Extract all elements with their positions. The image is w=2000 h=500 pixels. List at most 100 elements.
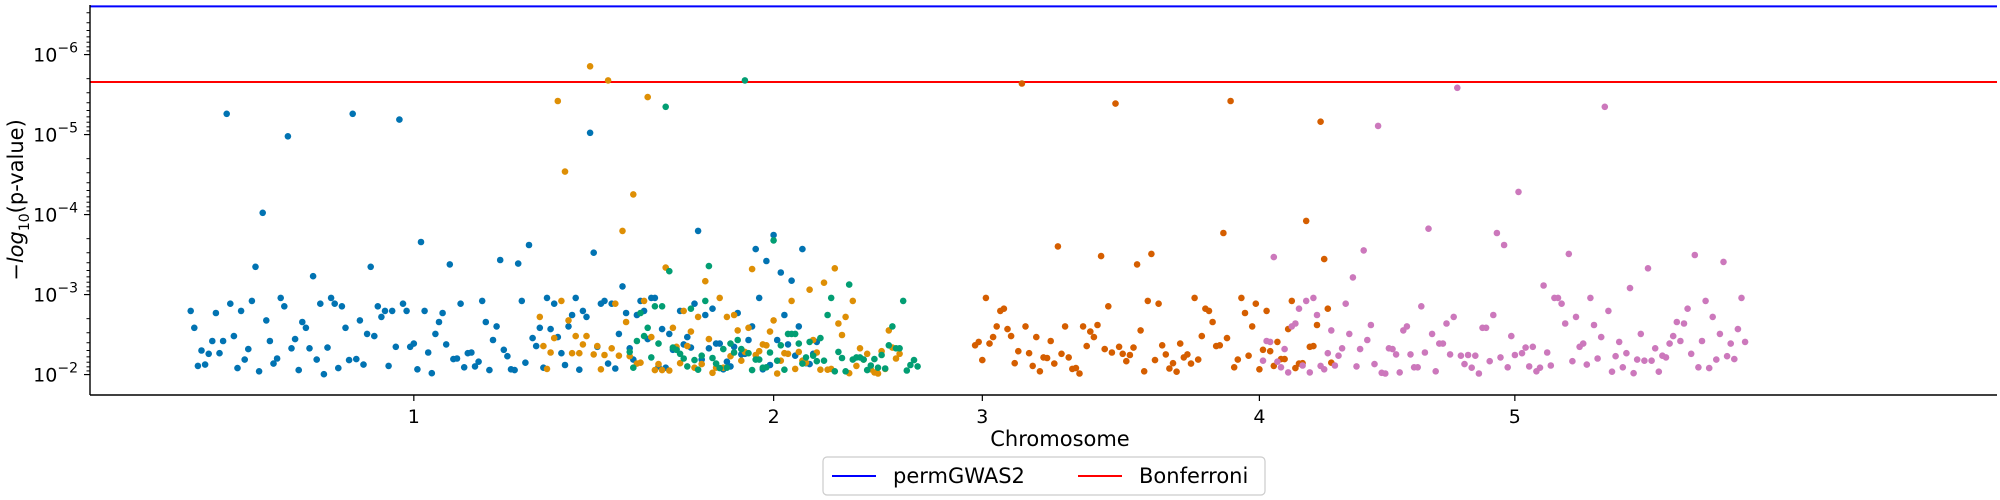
data-point bbox=[1691, 251, 1699, 259]
data-point bbox=[313, 356, 321, 363]
data-point bbox=[385, 362, 392, 370]
data-point bbox=[986, 340, 993, 347]
data-point bbox=[1374, 122, 1382, 130]
data-point bbox=[691, 300, 698, 308]
data-point bbox=[813, 357, 821, 365]
data-point bbox=[1324, 305, 1332, 313]
data-point bbox=[755, 347, 763, 355]
data-point bbox=[525, 241, 533, 249]
data-point bbox=[809, 352, 817, 360]
data-point bbox=[716, 364, 723, 372]
data-point bbox=[572, 294, 579, 302]
data-point bbox=[694, 366, 702, 374]
data-point bbox=[1087, 328, 1094, 335]
x-ticks: 1 2 3 4 5 bbox=[408, 395, 1521, 428]
data-point bbox=[691, 356, 698, 364]
data-point bbox=[1630, 369, 1637, 377]
data-point bbox=[1065, 354, 1072, 361]
data-point bbox=[842, 368, 849, 375]
data-point bbox=[648, 354, 655, 361]
data-point bbox=[662, 103, 669, 111]
data-point bbox=[698, 360, 705, 368]
data-point bbox=[881, 365, 889, 372]
data-point bbox=[1698, 337, 1706, 345]
data-point bbox=[1076, 370, 1083, 377]
data-point bbox=[637, 359, 644, 367]
data-point bbox=[806, 338, 813, 346]
data-point bbox=[1220, 229, 1227, 237]
data-point bbox=[1123, 357, 1130, 365]
data-point bbox=[583, 332, 590, 340]
data-point bbox=[1266, 338, 1274, 346]
data-point bbox=[1176, 340, 1184, 347]
data-point bbox=[626, 348, 633, 356]
data-point bbox=[716, 340, 723, 347]
data-point bbox=[615, 352, 623, 360]
data-point bbox=[547, 349, 554, 356]
data-point bbox=[327, 294, 335, 302]
data-point bbox=[979, 356, 986, 364]
data-point bbox=[651, 366, 659, 374]
data-point bbox=[766, 349, 774, 356]
data-point bbox=[1522, 344, 1529, 351]
data-point bbox=[1454, 84, 1461, 92]
data-point bbox=[590, 351, 597, 358]
data-point bbox=[576, 349, 583, 357]
data-point bbox=[730, 311, 738, 319]
data-point bbox=[1238, 294, 1245, 302]
data-point bbox=[1716, 330, 1724, 338]
data-point bbox=[1058, 350, 1065, 358]
data-point bbox=[1029, 362, 1036, 370]
data-point bbox=[586, 63, 594, 70]
data-point bbox=[651, 303, 659, 310]
data-point bbox=[1320, 366, 1328, 373]
data-point bbox=[550, 334, 558, 342]
data-point bbox=[245, 345, 252, 353]
data-point bbox=[791, 330, 799, 338]
data-point bbox=[633, 337, 641, 345]
data-point bbox=[1324, 349, 1332, 357]
data-point bbox=[421, 307, 428, 315]
data-point bbox=[709, 305, 716, 313]
data-point bbox=[579, 307, 587, 315]
data-point bbox=[687, 305, 695, 313]
data-point bbox=[1094, 321, 1101, 329]
data-point bbox=[1025, 349, 1033, 357]
data-point bbox=[1371, 360, 1378, 368]
data-point bbox=[1623, 349, 1630, 357]
data-point bbox=[367, 263, 375, 271]
data-point bbox=[1389, 345, 1396, 353]
data-point bbox=[263, 317, 270, 324]
data-point bbox=[500, 346, 508, 354]
data-point bbox=[1292, 364, 1299, 372]
data-point bbox=[907, 361, 914, 369]
data-point bbox=[853, 362, 860, 370]
data-point bbox=[669, 324, 677, 332]
data-point bbox=[820, 279, 828, 287]
data-point bbox=[705, 345, 713, 352]
data-point bbox=[356, 317, 364, 324]
data-point bbox=[529, 334, 536, 342]
data-point bbox=[1554, 294, 1562, 302]
data-point bbox=[802, 354, 810, 361]
data-point bbox=[482, 318, 490, 326]
data-point bbox=[644, 93, 651, 101]
x-tick-label: 5 bbox=[1509, 406, 1521, 428]
data-point bbox=[1133, 261, 1141, 268]
data-point bbox=[795, 348, 803, 356]
data-point bbox=[867, 362, 875, 369]
data-point bbox=[270, 360, 277, 367]
data-point bbox=[781, 366, 788, 374]
data-point bbox=[1356, 345, 1364, 353]
data-point bbox=[817, 334, 824, 342]
data-point bbox=[705, 262, 713, 270]
data-point bbox=[601, 351, 608, 359]
data-point bbox=[666, 367, 673, 374]
data-point bbox=[417, 238, 425, 246]
data-point bbox=[770, 231, 777, 239]
data-point bbox=[666, 267, 673, 275]
data-point bbox=[727, 340, 734, 347]
data-point bbox=[863, 350, 871, 358]
data-point bbox=[1583, 361, 1591, 368]
data-point bbox=[676, 350, 684, 358]
